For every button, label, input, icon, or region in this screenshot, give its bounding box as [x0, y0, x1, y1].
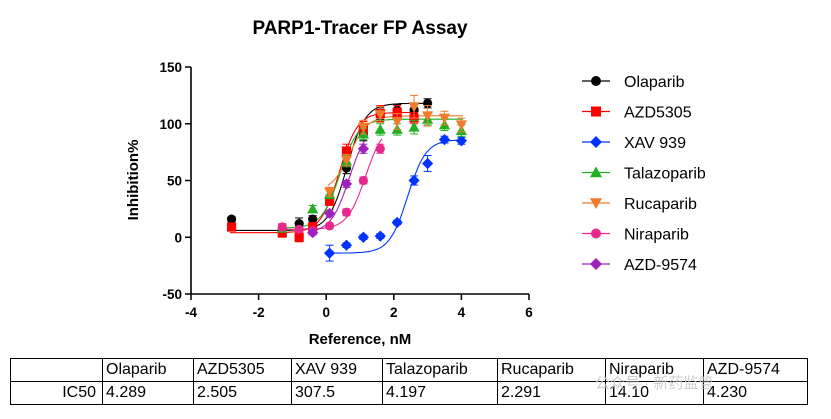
x-tick-label: 6 — [525, 305, 533, 320]
legend-marker — [590, 136, 602, 148]
data-point — [324, 221, 335, 231]
x-axis-label: Reference, nM — [309, 331, 412, 348]
data-point — [341, 207, 352, 217]
data-point — [357, 143, 369, 155]
data-point — [408, 174, 420, 187]
table-header-cell: AZD5305 — [193, 358, 292, 382]
legend-label: Niraparib — [624, 227, 689, 244]
legend-label: Olaparib — [624, 74, 685, 91]
legend: Olaparib AZD5305 XAV 939 Talazoparib Rucapar… — [582, 74, 706, 274]
y-tick-label: 0 — [174, 230, 182, 245]
y-tick-label: 100 — [159, 117, 182, 132]
table-header-cell: AZD-9574 — [703, 358, 808, 382]
table-header-cell: XAV 939 — [291, 358, 383, 382]
data-point — [455, 135, 467, 147]
data-point — [341, 146, 352, 156]
data-point — [391, 117, 403, 128]
data-point — [277, 228, 287, 238]
table-header-cell: Talazoparib — [382, 358, 498, 382]
y-axis-label: Inhibition% — [125, 140, 142, 221]
x-tick-label: 0 — [322, 305, 330, 320]
legend-marker — [591, 228, 601, 239]
data-point — [438, 134, 451, 146]
plot-area: -4 -2 0 2 4 6 -50 0 50 100 150 — [159, 60, 533, 320]
data-point — [226, 214, 237, 224]
data-point — [391, 216, 403, 229]
table-cell: 2.291 — [497, 381, 606, 405]
table-corner-cell — [10, 358, 103, 382]
data-point — [308, 214, 318, 224]
data-point — [294, 224, 304, 234]
y-tick-label: -50 — [162, 287, 182, 302]
legend-marker — [590, 258, 602, 270]
fit-curve — [310, 139, 366, 232]
y-tick-label: 150 — [159, 60, 182, 75]
data-point — [455, 120, 467, 131]
data-point — [307, 203, 319, 214]
x-tick-label: 2 — [390, 305, 398, 320]
data-point — [422, 157, 434, 170]
data-point — [392, 107, 402, 117]
legend-marker — [590, 198, 602, 209]
data-point — [357, 231, 369, 243]
data-point — [374, 123, 386, 134]
legend-label: Talazoparib — [624, 166, 706, 183]
data-point — [323, 187, 336, 198]
table-row: IC50 4.289 2.505 307.5 4.197 2.291 14.10… — [10, 381, 808, 405]
data-point — [294, 232, 304, 242]
data-point — [422, 111, 434, 122]
table-cell: 307.5 — [291, 381, 383, 405]
data-point — [340, 239, 353, 251]
data-point — [324, 196, 335, 206]
data-point — [277, 222, 287, 232]
legend-label: AZD-9574 — [624, 257, 697, 274]
data-point — [358, 175, 368, 186]
data-point — [226, 222, 237, 232]
table-cell: 4.197 — [382, 381, 498, 405]
x-tick-label: 4 — [458, 305, 466, 320]
legend-marker — [591, 76, 601, 86]
data-point — [323, 207, 336, 220]
legend-label: AZD5305 — [624, 105, 692, 122]
fit-curve — [229, 111, 416, 234]
x-tick-label: -4 — [185, 305, 197, 320]
data-point — [438, 113, 451, 124]
legend-label: Rucaparib — [624, 196, 697, 213]
fit-curve — [280, 118, 464, 229]
table-header-cell: Olaparib — [102, 358, 194, 382]
chart-title: PARP1-Tracer FP Assay — [252, 18, 468, 39]
table-row-label: IC50 — [10, 381, 103, 405]
data-point — [323, 247, 336, 259]
ic50-table: Olaparib AZD5305 XAV 939 Talazoparib Ruc… — [10, 358, 808, 405]
table-cell: 14.10 — [605, 381, 704, 405]
data-point — [340, 178, 353, 190]
table-cell: 4.289 — [102, 381, 194, 405]
table-cell: 4.230 — [703, 381, 808, 405]
x-tick-label: -2 — [253, 305, 265, 320]
legend-marker — [591, 106, 601, 117]
table-header-cell: Rucaparib — [497, 358, 606, 382]
data-point — [307, 227, 319, 239]
data-point — [340, 155, 353, 166]
data-point — [357, 122, 369, 133]
watermark-text: 公众号 · 新药监管 — [595, 375, 714, 392]
data-point — [408, 102, 420, 113]
data-point — [374, 110, 386, 121]
data-point — [408, 121, 420, 132]
data-point — [374, 230, 386, 242]
data-point — [375, 144, 385, 154]
legend-label: XAV 939 — [624, 135, 686, 152]
chart: PARP1-Tracer FP Assay -4 -2 0 2 4 6 -50 0 50 100 1… — [125, 18, 706, 348]
table-cell: 2.505 — [193, 381, 292, 405]
y-tick-label: 50 — [167, 174, 182, 189]
legend-marker — [590, 166, 602, 178]
